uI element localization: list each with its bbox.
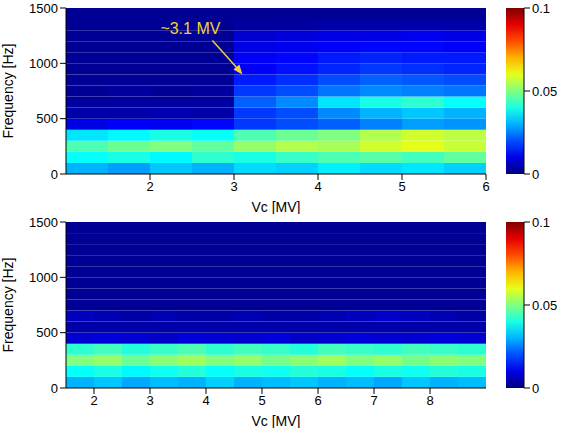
svg-text:1000: 1000 bbox=[29, 56, 58, 71]
svg-text:1500: 1500 bbox=[29, 215, 58, 230]
svg-text:3: 3 bbox=[146, 393, 153, 408]
svg-text:1000: 1000 bbox=[29, 270, 58, 285]
svg-text:Frequency [Hz]: Frequency [Hz] bbox=[0, 258, 16, 353]
svg-text:5: 5 bbox=[398, 179, 405, 194]
svg-text:0.05: 0.05 bbox=[532, 298, 557, 313]
svg-text:4: 4 bbox=[202, 393, 209, 408]
svg-text:6: 6 bbox=[314, 393, 321, 408]
svg-text:8: 8 bbox=[426, 393, 433, 408]
svg-text:7: 7 bbox=[370, 393, 377, 408]
svg-text:0.1: 0.1 bbox=[532, 215, 550, 230]
svg-text:500: 500 bbox=[36, 111, 58, 126]
svg-text:2: 2 bbox=[90, 393, 97, 408]
svg-text:2: 2 bbox=[146, 179, 153, 194]
svg-text:0.1: 0.1 bbox=[532, 1, 550, 16]
svg-text:0: 0 bbox=[51, 167, 58, 182]
svg-text:500: 500 bbox=[36, 325, 58, 340]
svg-text:6: 6 bbox=[482, 179, 489, 194]
svg-text:1500: 1500 bbox=[29, 1, 58, 16]
svg-text:0: 0 bbox=[51, 381, 58, 396]
svg-text:0: 0 bbox=[532, 167, 539, 182]
svg-text:Frequency [Hz]: Frequency [Hz] bbox=[0, 44, 16, 139]
svg-text:Vc [MV]: Vc [MV] bbox=[251, 413, 300, 428]
svg-text:0.05: 0.05 bbox=[532, 84, 557, 99]
svg-text:3: 3 bbox=[230, 179, 237, 194]
svg-text:Vc [MV]: Vc [MV] bbox=[251, 199, 300, 214]
svg-text:5: 5 bbox=[258, 393, 265, 408]
svg-text:0: 0 bbox=[532, 381, 539, 396]
svg-text:~3.1 MV: ~3.1 MV bbox=[160, 20, 220, 37]
svg-text:4: 4 bbox=[314, 179, 321, 194]
